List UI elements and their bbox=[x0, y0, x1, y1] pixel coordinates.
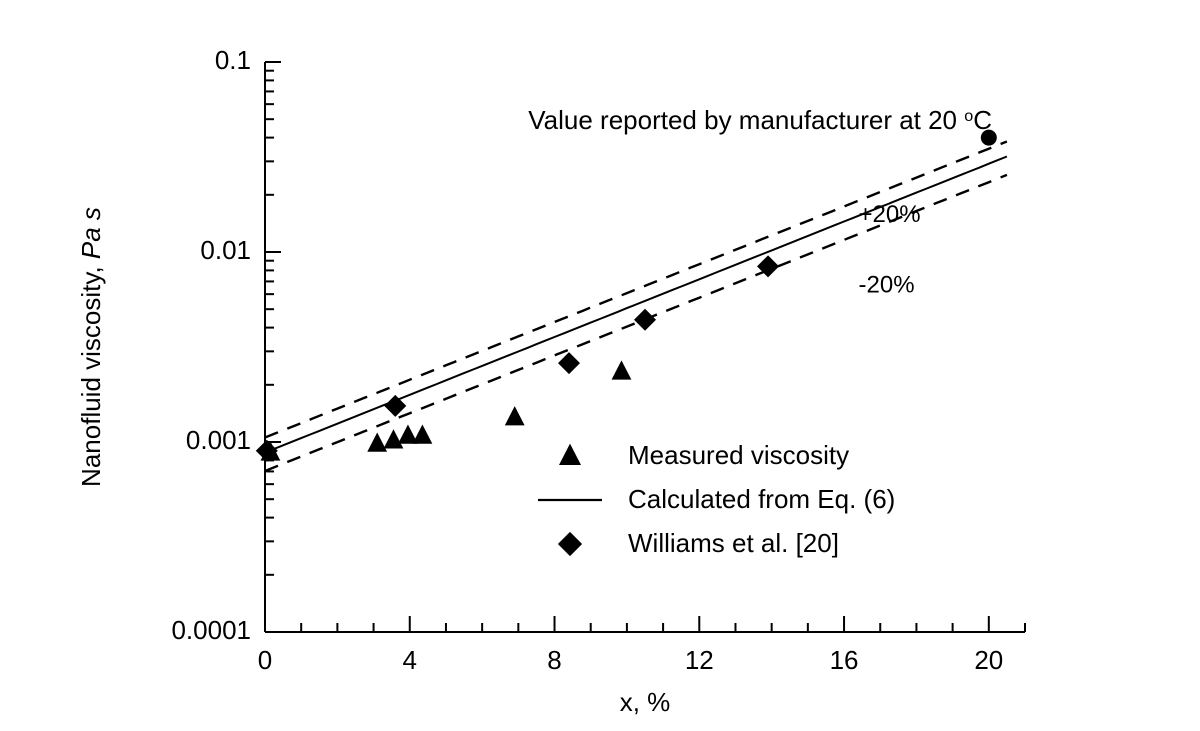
y-axis-label: Nanofluid viscosity, Pa s bbox=[76, 207, 106, 487]
x-tick-label: 8 bbox=[547, 645, 561, 675]
y-tick-label: 0.01 bbox=[200, 235, 251, 265]
x-tick-label: 12 bbox=[685, 645, 714, 675]
viscosity-chart: 0 4 8 12 16 20 x, % 0.0001 0.001 0.01 0.1 Nanofluid… bbox=[0, 0, 1200, 726]
x-tick-label: 0 bbox=[258, 645, 272, 675]
legend-label: Calculated from Eq. (6) bbox=[628, 484, 895, 514]
x-tick-label: 20 bbox=[974, 645, 1003, 675]
x-tick-label: 4 bbox=[403, 645, 417, 675]
manufacturer-annotation: Value reported by manufacturer at 20 oC bbox=[528, 105, 992, 135]
curve-label: -20% bbox=[859, 272, 915, 299]
legend-label: Measured viscosity bbox=[628, 440, 849, 470]
curve-label: +20% bbox=[859, 201, 921, 228]
y-tick-label: 0.1 bbox=[215, 45, 251, 75]
legend-label: Williams et al. [20] bbox=[628, 528, 839, 558]
y-tick-label: 0.0001 bbox=[171, 615, 251, 645]
svg-text:Nanofluid viscosity, Pa s: Nanofluid viscosity, Pa s bbox=[76, 207, 106, 487]
y-tick-label: 0.001 bbox=[186, 425, 251, 455]
x-axis-label: x, % bbox=[620, 687, 671, 717]
x-tick-label: 16 bbox=[830, 645, 859, 675]
